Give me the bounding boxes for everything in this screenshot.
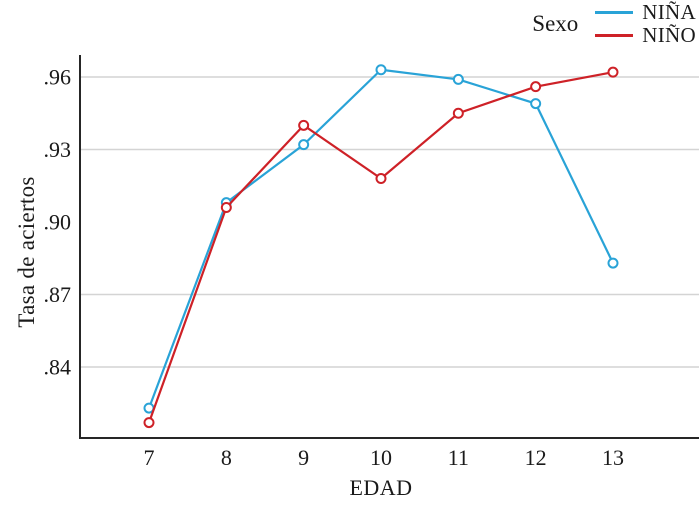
y-tick-label: .84	[44, 355, 72, 380]
data-point-nina	[298, 139, 310, 151]
data-point-nino	[530, 81, 542, 93]
data-point-nino	[298, 119, 310, 131]
y-tick-label: .90	[44, 210, 72, 235]
data-point-nino	[375, 173, 387, 185]
series-line-nina	[147, 68, 614, 409]
y-tick-label: .96	[44, 65, 72, 90]
x-tick-label: 8	[221, 445, 232, 470]
nina-line-swatch	[595, 10, 634, 14]
x-tick-label: 11	[448, 445, 469, 470]
legend-label-nino: NIÑO	[642, 22, 696, 47]
data-point-nino	[220, 202, 232, 214]
legend: Sexo NIÑA NIÑO	[532, 0, 696, 47]
legend-entries: NIÑA NIÑO	[595, 0, 696, 47]
x-tick-label: 13	[602, 445, 624, 470]
legend-entry-nino: NIÑO	[595, 22, 696, 47]
series-line-nino	[147, 71, 614, 423]
data-point-nina	[530, 98, 542, 110]
x-tick-label: 9	[298, 445, 309, 470]
x-tick-label: 10	[370, 445, 392, 470]
nino-line-swatch	[595, 33, 634, 37]
data-point-nina	[452, 73, 464, 85]
data-point-nino	[452, 107, 464, 119]
y-axis-title: Tasa de aciertos	[14, 176, 39, 328]
x-axis-title: EDAD	[349, 475, 413, 500]
data-point-nino	[607, 66, 619, 78]
y-tick-label: .93	[44, 137, 72, 162]
x-tick-label: 12	[525, 445, 547, 470]
legend-entry-nina: NIÑA	[595, 0, 696, 24]
data-point-nino	[143, 417, 155, 429]
x-tick-label: 7	[144, 445, 155, 470]
data-point-nina	[375, 64, 387, 76]
legend-label-nina: NIÑA	[642, 0, 696, 24]
legend-title: Sexo	[532, 10, 579, 36]
y-tick-label: .87	[44, 282, 72, 307]
data-point-nina	[607, 257, 619, 269]
